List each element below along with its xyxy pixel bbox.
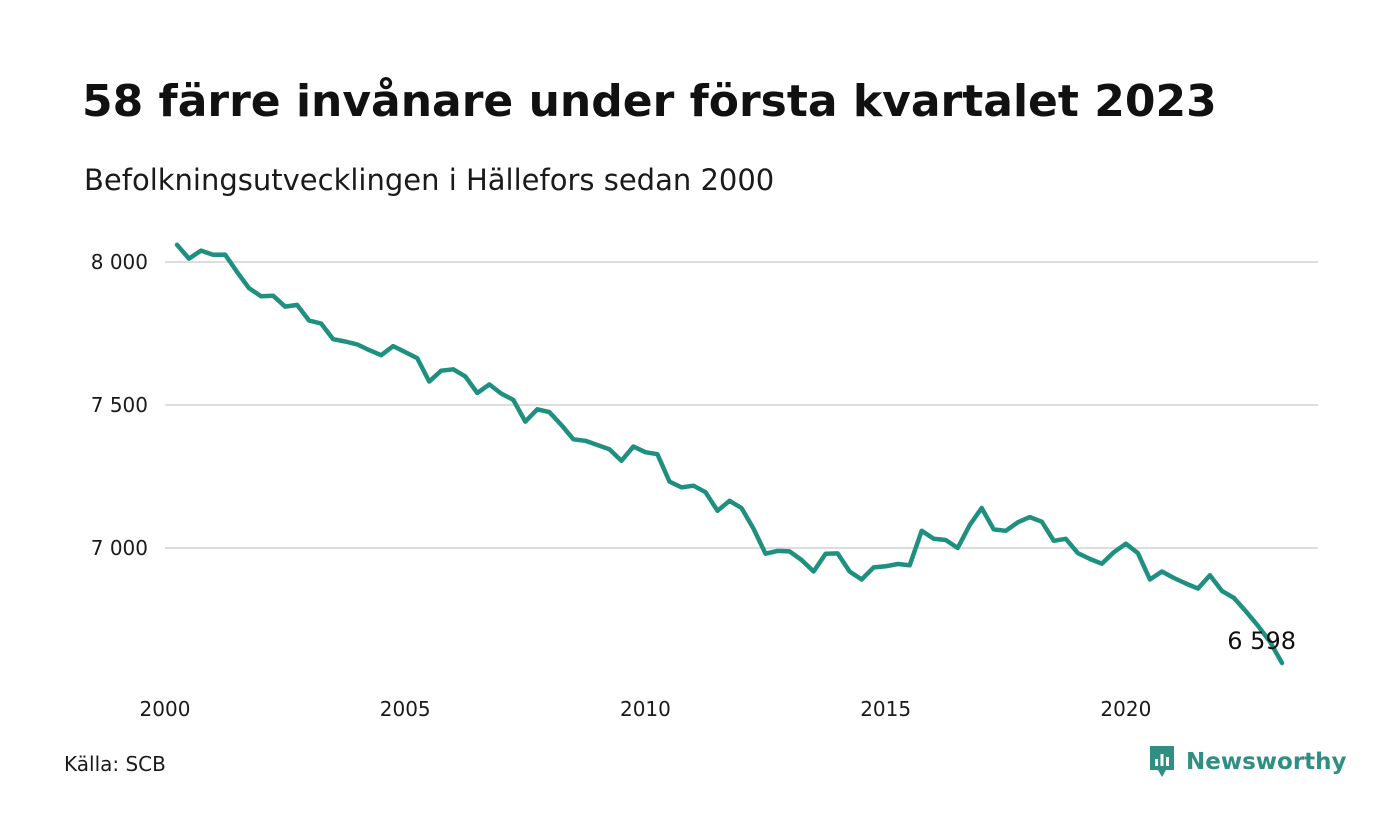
end-value-label-group: 6 598	[1227, 627, 1296, 655]
x-axis-tick-labels: 2000 2005 2010 2015 2020	[140, 697, 1152, 721]
population-series	[174, 242, 1285, 666]
y-tick-label: 7 000	[91, 536, 148, 560]
x-tick-label: 2020	[1100, 697, 1151, 721]
bar-chart-bubble-icon	[1150, 746, 1174, 777]
brand-name: Newsworthy	[1186, 749, 1347, 775]
gridlines	[165, 261, 1318, 549]
chart-title: 58 färre invånare under första kvartalet…	[82, 76, 1217, 127]
y-axis-tick-labels: 7 000 7 500 8 000	[91, 250, 148, 560]
x-tick-label: 2010	[620, 697, 671, 721]
x-tick-label: 2005	[380, 697, 431, 721]
end-value-label: 6 598	[1227, 627, 1296, 655]
x-tick-label: 2015	[860, 697, 911, 721]
source-credit: Källa: SCB	[64, 752, 166, 776]
chart-subtitle: Befolkningsutvecklingen i Hällefors seda…	[84, 163, 775, 197]
y-tick-label: 7 500	[91, 393, 148, 417]
series-line	[174, 242, 1285, 666]
newsworthy-logo: Newsworthy	[1148, 744, 1347, 780]
y-tick-label: 8 000	[91, 250, 148, 274]
x-tick-label: 2000	[140, 697, 191, 721]
